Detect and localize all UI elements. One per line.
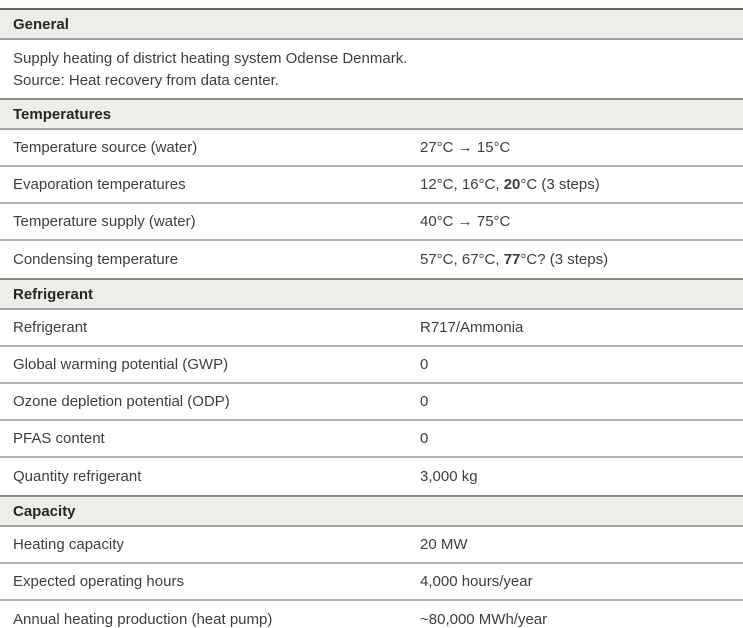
temperatures-rows: Temperature source (water) 27°C → 15°C E… bbox=[0, 130, 743, 278]
section-title: Temperatures bbox=[13, 105, 112, 123]
refrigerant-rows: Refrigerant R717/Ammonia Global warming … bbox=[0, 310, 743, 495]
row-value: 12°C, 16°C, 20°C (3 steps) bbox=[420, 176, 600, 193]
row-label: Temperature source (water) bbox=[13, 139, 198, 156]
row-value: 27°C → 15°C bbox=[420, 139, 511, 156]
row-label: Refrigerant bbox=[13, 319, 88, 336]
section-header-capacity: Capacity bbox=[0, 495, 743, 527]
row-label: Expected operating hours bbox=[13, 573, 184, 590]
row-value: ~80,000 MWh/year bbox=[420, 611, 548, 628]
row-label: Evaporation temperatures bbox=[13, 176, 186, 193]
section-title: Refrigerant bbox=[13, 285, 94, 303]
row-label: Heating capacity bbox=[13, 536, 124, 553]
section-header-temperatures: Temperatures bbox=[0, 98, 743, 130]
row-value: 3,000 kg bbox=[420, 468, 478, 485]
table-row: Quantity refrigerant 3,000 kg bbox=[0, 458, 743, 495]
spec-table: General Supply heating of district heati… bbox=[0, 8, 743, 628]
row-value: 57°C, 67°C, 77°C? (3 steps) bbox=[420, 251, 609, 268]
row-value: 4,000 hours/year bbox=[420, 573, 533, 590]
table-row: Refrigerant R717/Ammonia bbox=[0, 310, 743, 347]
table-row: Annual heating production (heat pump) ~8… bbox=[0, 601, 743, 628]
row-label: Ozone depletion potential (ODP) bbox=[13, 393, 230, 410]
table-row: Expected operating hours 4,000 hours/yea… bbox=[0, 564, 743, 601]
section-title: Capacity bbox=[13, 502, 76, 520]
row-label: Quantity refrigerant bbox=[13, 468, 142, 485]
row-label: Condensing temperature bbox=[13, 251, 179, 268]
table-row: Global warming potential (GWP) 0 bbox=[0, 347, 743, 384]
table-row: Evaporation temperatures 12°C, 16°C, 20°… bbox=[0, 167, 743, 204]
table-row: Temperature supply (water) 40°C → 75°C bbox=[0, 204, 743, 241]
section-header-refrigerant: Refrigerant bbox=[0, 278, 743, 310]
table-row: Ozone depletion potential (ODP) 0 bbox=[0, 384, 743, 421]
description-line: Supply heating of district heating syste… bbox=[13, 50, 408, 67]
row-value: 20 MW bbox=[420, 536, 468, 553]
section-header-general: General bbox=[0, 8, 743, 40]
row-value: 40°C → 75°C bbox=[420, 213, 511, 230]
table-row: Heating capacity 20 MW bbox=[0, 527, 743, 564]
row-label: Global warming potential (GWP) bbox=[13, 356, 229, 373]
general-description: Supply heating of district heating syste… bbox=[0, 40, 743, 98]
table-row: PFAS content 0 bbox=[0, 421, 743, 458]
row-label: Temperature supply (water) bbox=[13, 213, 196, 230]
table-row: Condensing temperature 57°C, 67°C, 77°C?… bbox=[0, 241, 743, 278]
row-label: PFAS content bbox=[13, 430, 105, 447]
row-value: 0 bbox=[420, 393, 429, 410]
section-title: General bbox=[13, 15, 69, 33]
capacity-rows: Heating capacity 20 MW Expected operatin… bbox=[0, 527, 743, 628]
row-value: 0 bbox=[420, 356, 429, 373]
description-line: Source: Heat recovery from data center. bbox=[13, 72, 279, 89]
row-value: 0 bbox=[420, 430, 429, 447]
row-label: Annual heating production (heat pump) bbox=[13, 611, 273, 628]
row-value: R717/Ammonia bbox=[420, 319, 524, 336]
table-row: Temperature source (water) 27°C → 15°C bbox=[0, 130, 743, 167]
